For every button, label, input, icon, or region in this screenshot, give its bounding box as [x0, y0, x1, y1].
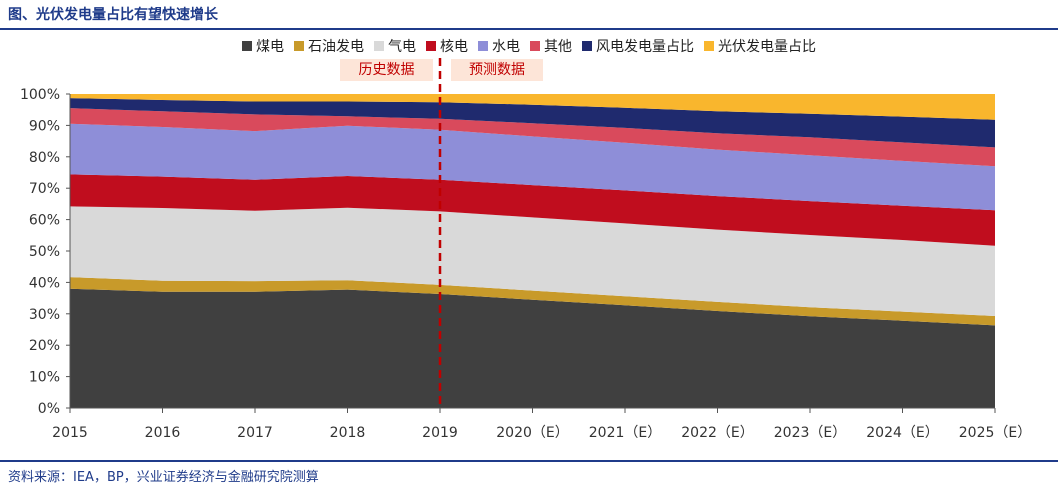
legend-label: 水电: [492, 39, 520, 55]
y-tick-label: 0%: [38, 401, 60, 417]
legend-swatch: [374, 41, 384, 51]
legend-label: 其他: [544, 39, 572, 55]
legend-swatch: [294, 41, 304, 51]
x-tick-label: 2018: [330, 425, 366, 441]
y-tick-label: 100%: [20, 87, 60, 103]
legend-item: 其他: [530, 36, 572, 56]
y-tick-label: 20%: [29, 338, 60, 354]
legend-item: 气电: [374, 36, 416, 56]
legend-swatch: [478, 41, 488, 51]
x-tick-label: 2016: [145, 425, 181, 441]
x-tick-label: 2020（E）: [496, 425, 568, 441]
x-tick-label: 2024（E）: [866, 425, 938, 441]
y-tick-label: 70%: [29, 181, 60, 197]
x-tick-label: 2015: [52, 425, 88, 441]
y-tick-label: 40%: [29, 275, 60, 291]
legend-label: 石油发电: [308, 39, 364, 55]
legend-label: 光伏发电量占比: [718, 39, 816, 55]
forecast-data-label: 预测数据: [451, 59, 543, 81]
area-series-7: [70, 94, 995, 120]
bottom-divider: [0, 460, 1058, 462]
legend-swatch: [426, 41, 436, 51]
x-tick-label: 2019: [422, 425, 458, 441]
legend-label: 核电: [440, 39, 468, 55]
y-tick-label: 30%: [29, 307, 60, 323]
legend-label: 气电: [388, 39, 416, 55]
legend-item: 核电: [426, 36, 468, 56]
top-divider: [0, 28, 1058, 30]
area-series-1: [70, 277, 995, 326]
area-series-4: [70, 123, 995, 211]
x-tick-label: 2023（E）: [774, 425, 846, 441]
y-tick-label: 90%: [29, 118, 60, 134]
legend-item: 风电发电量占比: [582, 36, 694, 56]
legend-item: 光伏发电量占比: [704, 36, 816, 56]
area-series-5: [70, 108, 995, 167]
x-tick-label: 2025（E）: [959, 425, 1031, 441]
legend-swatch: [582, 41, 592, 51]
chart-title: 图、光伏发电量占比有望快速增长: [8, 7, 218, 23]
y-tick-label: 50%: [29, 244, 60, 260]
stacked-area-chart: 0% 10% 20% 30% 40% 50% 60% 70% 80% 90% 100% 2015 201…: [20, 58, 1031, 441]
y-tick-label: 60%: [29, 213, 60, 229]
area-series-0: [70, 288, 995, 408]
legend-label: 风电发电量占比: [596, 39, 694, 55]
chart-legend: 煤电 石油发电 气电 核电 水电 其他 风电发电量占比 光伏发电量占比: [0, 36, 1058, 56]
legend-item: 水电: [478, 36, 520, 56]
legend-swatch: [704, 41, 714, 51]
legend-swatch: [530, 41, 540, 51]
source-note: 资料来源：IEA，BP，兴业证券经济与金融研究院测算: [8, 470, 319, 485]
x-tick-label: 2017: [237, 425, 273, 441]
x-tick-label: 2022（E）: [681, 425, 753, 441]
x-tick-label: 2021（E）: [589, 425, 661, 441]
area-series-6: [70, 98, 995, 148]
area-series-3: [70, 174, 995, 246]
legend-label: 煤电: [256, 39, 284, 55]
legend-swatch: [242, 41, 252, 51]
legend-item: 煤电: [242, 36, 284, 56]
area-series-2: [70, 206, 995, 316]
legend-item: 石油发电: [294, 36, 364, 56]
y-tick-label: 80%: [29, 150, 60, 166]
historical-data-label: 历史数据: [340, 59, 433, 81]
y-tick-label: 10%: [29, 370, 60, 386]
